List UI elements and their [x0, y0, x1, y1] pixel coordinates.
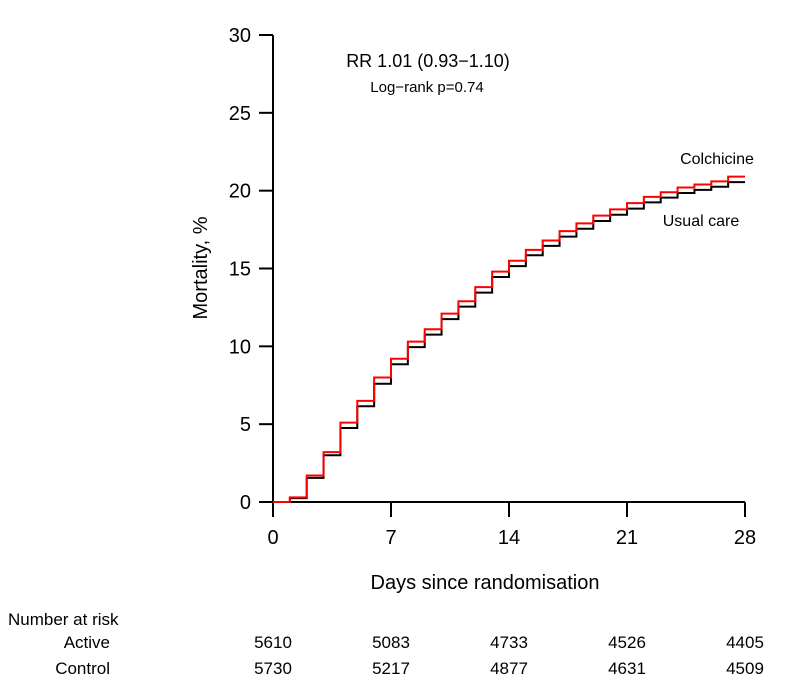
risk-count: 4509	[726, 659, 764, 678]
risk-table-title: Number at risk	[8, 610, 119, 629]
x-tick-label: 0	[267, 527, 278, 549]
survival-curves	[273, 175, 745, 503]
risk-count: 4877	[490, 659, 528, 678]
risk-table-rows: Active 5610 5083 4733 4526 4405 Control 5730 521…	[55, 633, 764, 678]
x-axis-title: Days since randomisation	[371, 572, 600, 594]
risk-count: 4733	[490, 633, 528, 652]
risk-count: 4405	[726, 633, 764, 652]
x-tick-label: 7	[385, 527, 396, 549]
risk-row-label: Active	[64, 633, 110, 652]
rr-annotation: RR 1.01 (0.93−1.10)	[346, 51, 510, 71]
risk-count: 4526	[608, 633, 646, 652]
y-tick-label: 20	[229, 181, 251, 203]
usual-care-curve-label: Usual care	[663, 213, 740, 230]
colchicine-curve-label: Colchicine	[680, 151, 754, 168]
y-tick-label: 5	[240, 414, 251, 436]
risk-count: 4631	[608, 659, 646, 678]
risk-count: 5217	[372, 659, 410, 678]
x-tick-label: 21	[616, 527, 638, 549]
y-tick-label: 25	[229, 103, 251, 125]
risk-count: 5610	[254, 633, 292, 652]
y-axis-title: Mortality, %	[190, 216, 212, 319]
risk-row-label: Control	[55, 659, 110, 678]
usual-care-curve	[273, 181, 745, 503]
risk-count: 5730	[254, 659, 292, 678]
y-tick-label: 0	[240, 492, 251, 514]
x-tick-label: 14	[498, 527, 520, 549]
colchicine-curve	[273, 175, 745, 503]
x-tick-label: 28	[734, 527, 756, 549]
y-tick-label: 10	[229, 336, 251, 358]
y-tick-label: 15	[229, 259, 251, 281]
axes: 0 5 10 15 20 25 30 0 7 14 21 28	[229, 25, 756, 549]
y-tick-label: 30	[229, 25, 251, 47]
logrank-annotation: Log−rank p=0.74	[370, 79, 483, 96]
risk-count: 5083	[372, 633, 410, 652]
